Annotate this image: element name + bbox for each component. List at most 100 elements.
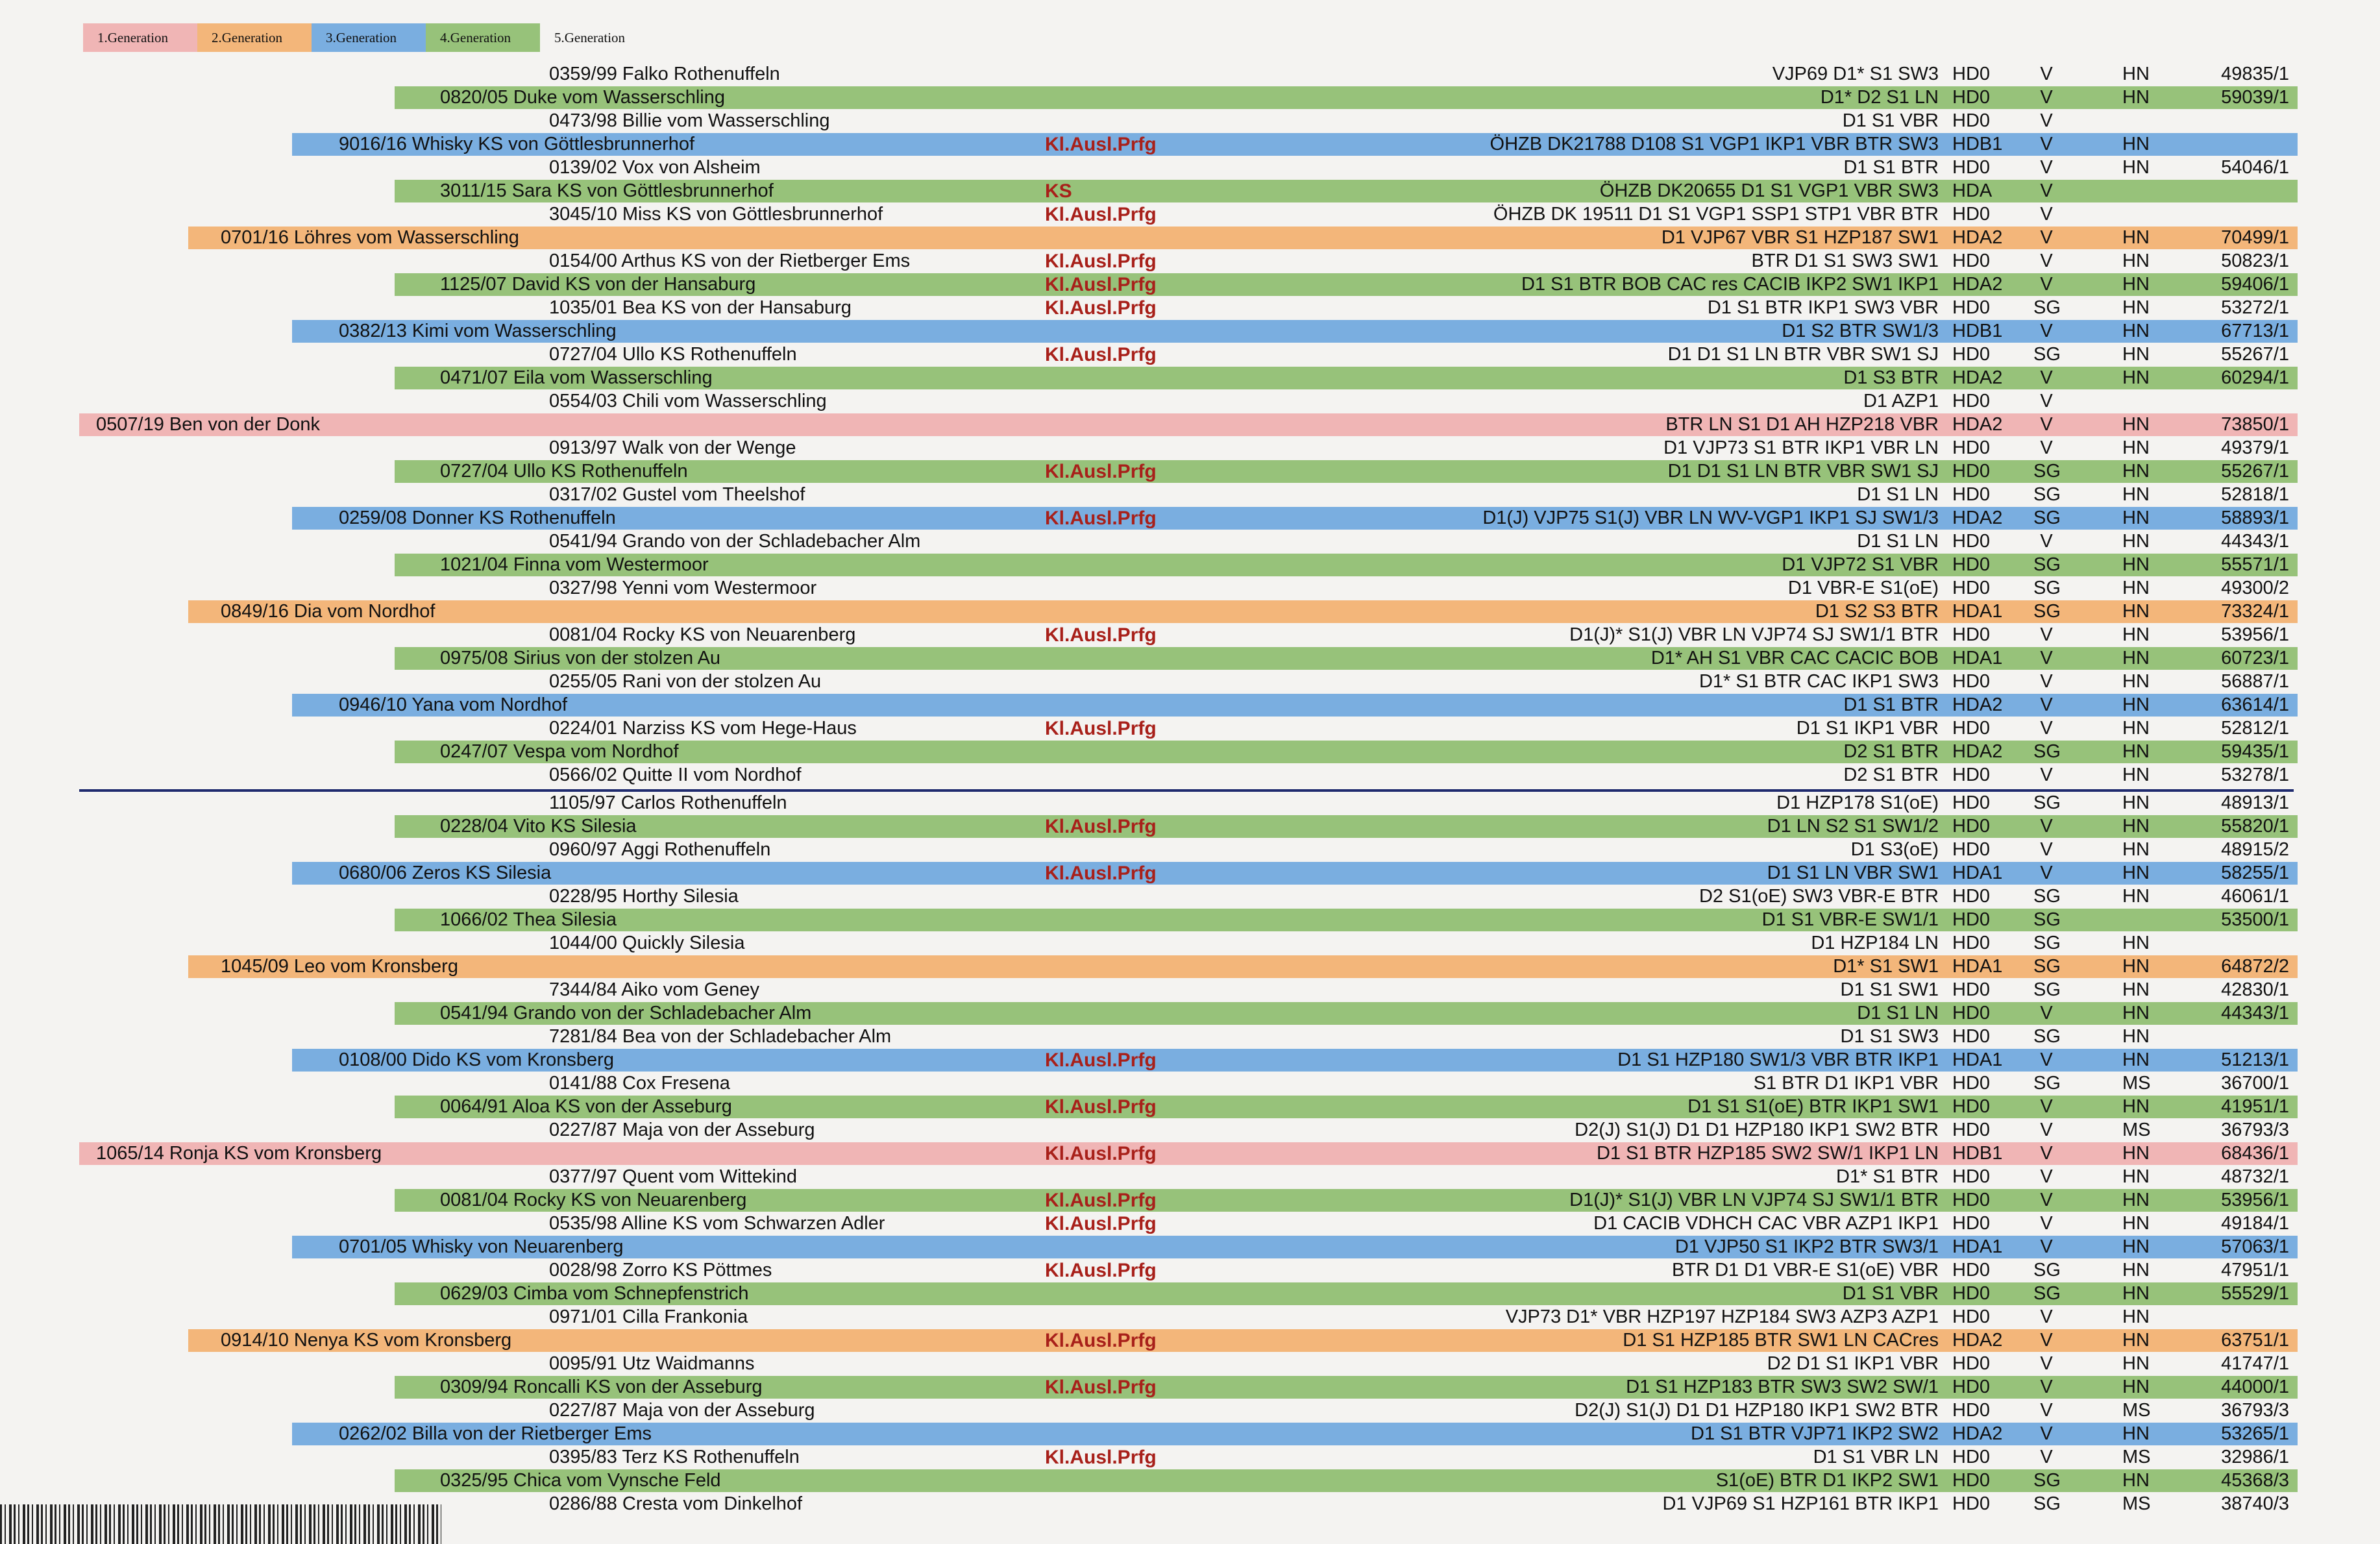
hn-mark: HN [2122,671,2150,692]
hn-mark: HN [2122,1026,2150,1047]
generation-bar [79,413,2298,436]
rating: V [2040,87,2053,108]
hn-mark: MS [2122,1493,2151,1514]
hn-mark: MS [2122,1447,2151,1467]
table-row: 0554/03 Chili vom Wasserschling D1 AZP1 HD… [0,390,2380,413]
dog-name: 0227/87 Maja von der Asseburg [549,1120,815,1140]
hn-mark: HN [2122,956,2150,977]
hn-mark: HN [2122,531,2150,552]
hd-status: HD0 [1952,87,1991,108]
registry-number: 67713/1 [2221,321,2289,341]
table-row: 0701/05 Whisky von Neuarenberg D1 VJP50 S… [0,1236,2380,1258]
rating: V [2040,816,2053,837]
hd-status: HD0 [1952,391,1991,411]
generation-bar [292,1423,2298,1445]
hn-mark: HN [2122,718,2150,739]
hn-mark: HN [2122,792,2150,813]
generation-bar [395,86,2298,109]
generation-bar [79,1142,2298,1165]
hn-mark: HN [2122,694,2150,715]
hn-mark: MS [2122,1400,2151,1421]
hd-status: HDA2 [1952,1423,2003,1444]
dog-titles: D1(J) VJP75 S1(J) VBR LN WV-VGP1 IKP1 SJ… [1482,508,1939,528]
rating: V [2040,1143,2053,1164]
hd-status: HD0 [1952,792,1991,813]
rating: SG [2033,601,2061,622]
dog-name: 0317/02 Gustel vom Theelshof [549,484,805,505]
hd-status: HD0 [1952,344,1991,365]
rating: V [2040,110,2053,131]
registry-number: 59435/1 [2221,741,2289,762]
exam-note: Kl.Ausl.Prfg [1045,1096,1157,1118]
hn-mark: HN [2122,979,2150,1000]
table-row: 0286/88 Cresta vom Dinkelhof D1 VJP69 S1 … [0,1493,2380,1515]
dog-name: 7344/84 Aiko vom Geney [549,979,760,1000]
registry-number: 52818/1 [2221,484,2289,505]
exam-note: KS [1045,180,1072,202]
exam-note: Kl.Ausl.Prfg [1045,1260,1157,1281]
dog-titles: D1 S1 BTR HZP185 SW2 SW/1 IKP1 LN [1596,1143,1939,1164]
dog-name: 0913/97 Walk von der Wenge [549,437,796,458]
table-row: 0227/87 Maja von der Asseburg D2(J) S1(J)… [0,1119,2380,1142]
rating: SG [2033,508,2061,528]
table-row: 0471/07 Eila vom Wasserschling D1 S3 BTR H… [0,367,2380,389]
rating: V [2040,1447,2053,1467]
rating: V [2040,1003,2053,1023]
hd-status: HDB1 [1952,1143,2003,1164]
dog-titles: D2(J) S1(J) D1 D1 HZP180 IKP1 SW2 BTR [1575,1120,1939,1140]
registry-number: 73850/1 [2221,414,2289,435]
table-row: 0081/04 Rocky KS von Neuarenberg Kl.Ausl.… [0,624,2380,646]
hn-mark: HN [2122,1049,2150,1070]
dog-titles: D1* AH S1 VBR CAC CACIC BOB [1650,648,1939,668]
table-row: 1035/01 Bea KS von der Hansaburg Kl.Ausl.… [0,297,2380,319]
registry-number: 58255/1 [2221,863,2289,883]
registry-number: 54046/1 [2221,157,2289,178]
table-row: 0108/00 Dido KS vom Kronsberg Kl.Ausl.Prf… [0,1049,2380,1072]
hd-status: HD0 [1952,1377,1991,1397]
table-row: 1065/14 Ronja KS vom Kronsberg Kl.Ausl.Pr… [0,1142,2380,1165]
registry-number: 32986/1 [2221,1447,2289,1467]
generation-bar [188,955,2298,978]
exam-note: Kl.Ausl.Prfg [1045,816,1157,837]
generation-bar [188,600,2298,623]
registry-number: 59406/1 [2221,274,2289,295]
registry-number: 64872/2 [2221,956,2289,977]
table-row: 0224/01 Narziss KS vom Hege-Haus Kl.Ausl.… [0,717,2380,740]
registry-number: 46061/1 [2221,886,2289,907]
hn-mark: HN [2122,933,2150,953]
dog-titles: S1 BTR D1 IKP1 VBR [1753,1073,1939,1094]
dog-titles: D1(J)* S1(J) VBR LN VJP74 SJ SW1/1 BTR [1569,1190,1939,1210]
registry-number: 52812/1 [2221,718,2289,739]
table-row: 0327/98 Yenni vom Westermoor D1 VBR-E S1(… [0,577,2380,600]
rating: SG [2033,1260,2061,1281]
dog-name: 1035/01 Bea KS von der Hansaburg [549,297,852,318]
registry-number: 38740/3 [2221,1493,2289,1514]
dog-titles: ÖHZB DK20655 D1 S1 VGP1 VBR SW3 [1599,180,1939,201]
dog-titles: D1 S1 SW3 [1840,1026,1939,1047]
generation-bar [395,1469,2298,1492]
registry-number: 53278/1 [2221,765,2289,785]
dog-name: 0541/94 Grando von der Schladebacher Alm [440,1003,812,1023]
registry-number: 53956/1 [2221,1190,2289,1210]
registry-number: 36700/1 [2221,1073,2289,1094]
dog-titles: D1 S3(oE) [1850,839,1939,860]
hd-status: HD0 [1952,64,1991,84]
hn-mark: HN [2122,1353,2150,1374]
rating: V [2040,1400,2053,1421]
hn-mark: HN [2122,624,2150,645]
registry-number: 63614/1 [2221,694,2289,715]
rating: V [2040,624,2053,645]
dog-titles: D1 CACIB VDHCH CAC VBR AZP1 IKP1 [1593,1213,1939,1234]
table-row: 0325/95 Chica vom Vynsche Feld S1(oE) BTR… [0,1469,2380,1492]
rating: SG [2033,956,2061,977]
registry-number: 57063/1 [2221,1236,2289,1257]
rating: SG [2033,1470,2061,1491]
dog-name: 0820/05 Duke vom Wasserschling [440,87,725,108]
dog-titles: D1 VJP50 S1 IKP2 BTR SW3/1 [1675,1236,1939,1257]
hd-status: HD0 [1952,1120,1991,1140]
dog-titles: D1 S1 VBR-E SW1/1 [1761,909,1939,930]
table-row: 0971/01 Cilla Frankonia VJP73 D1* VBR HZP… [0,1306,2380,1329]
hd-status: HDA2 [1952,274,2003,295]
dog-name: 0139/02 Vox von Alsheim [549,157,761,178]
dog-titles: D1 S1 VBR LN [1813,1447,1939,1467]
